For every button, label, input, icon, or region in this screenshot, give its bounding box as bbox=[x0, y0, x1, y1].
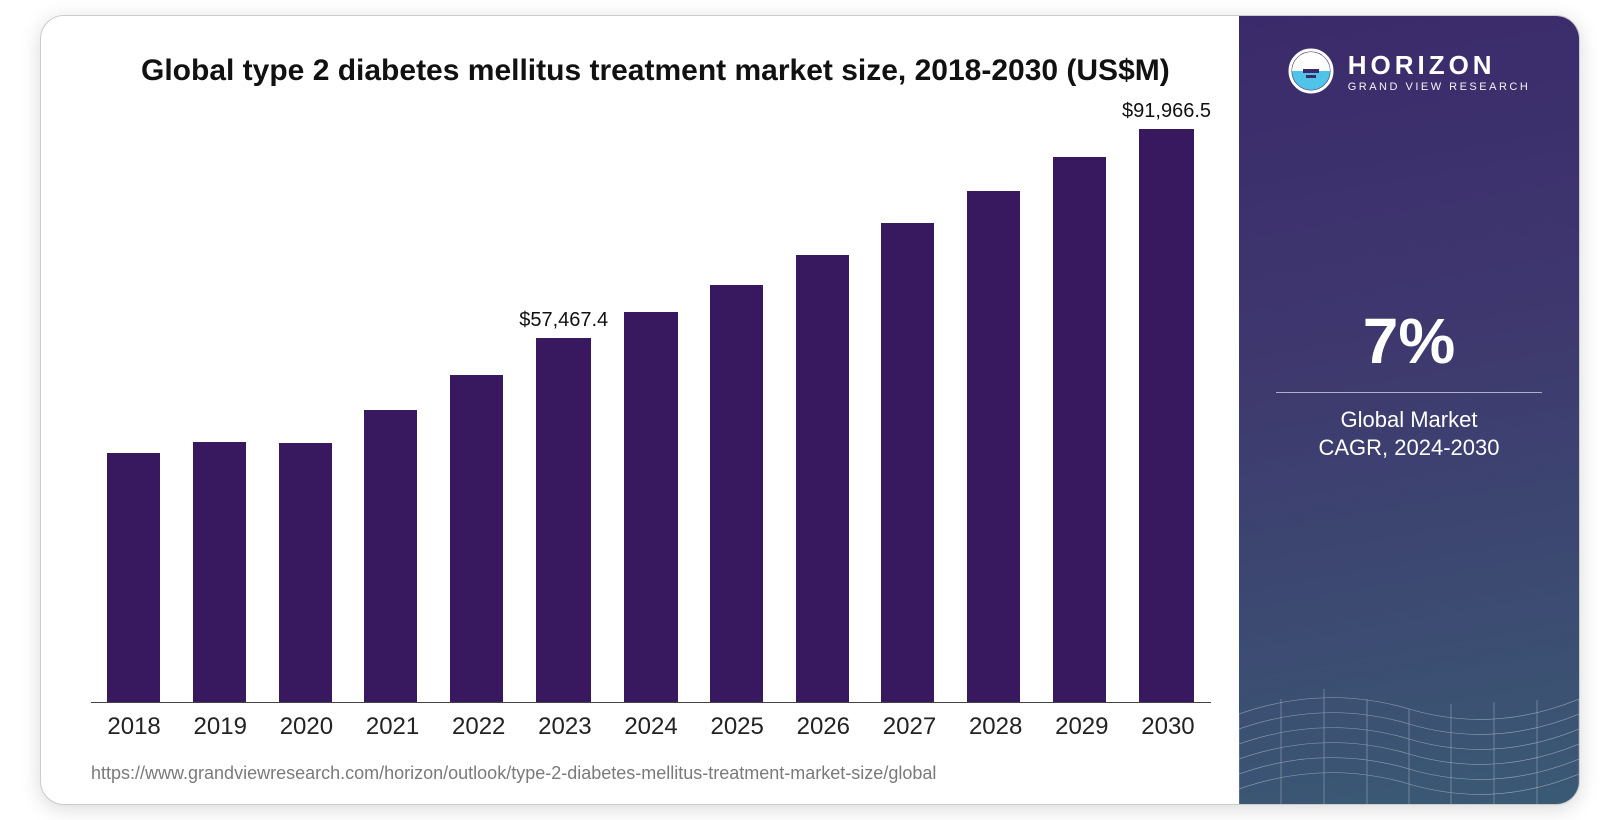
x-tick-label: 2030 bbox=[1125, 713, 1211, 741]
bar bbox=[364, 410, 417, 702]
bar-column bbox=[694, 100, 780, 703]
bar-column bbox=[608, 100, 694, 703]
bar-column bbox=[177, 100, 263, 703]
bar bbox=[710, 285, 763, 702]
brand-logo-icon bbox=[1288, 48, 1334, 94]
bar-column: $57,467.4 bbox=[519, 100, 608, 703]
cagr-block: 7% Global Market CAGR, 2024-2030 bbox=[1276, 304, 1541, 461]
cagr-label-line2: CAGR, 2024-2030 bbox=[1276, 435, 1541, 461]
x-tick-label: 2028 bbox=[953, 713, 1039, 741]
bar-column bbox=[348, 100, 434, 703]
x-tick-label: 2021 bbox=[349, 713, 435, 741]
brand-subtitle: GRAND VIEW RESEARCH bbox=[1348, 81, 1531, 93]
bar-column bbox=[779, 100, 865, 703]
cagr-value: 7% bbox=[1276, 304, 1541, 378]
x-tick-label: 2025 bbox=[694, 713, 780, 741]
mesh-decoration-icon bbox=[1239, 674, 1579, 804]
bars-container: $57,467.4 $91,966.5 bbox=[91, 100, 1211, 703]
x-tick-label: 2029 bbox=[1039, 713, 1125, 741]
bar bbox=[536, 338, 591, 702]
bar-column bbox=[865, 100, 951, 703]
plot-wrap: $57,467.4$91,966.5 201820192020202120222… bbox=[91, 100, 1211, 742]
x-tick-label: 2023 bbox=[522, 713, 608, 741]
infographic-card: Global type 2 diabetes mellitus treatmen… bbox=[40, 15, 1580, 805]
bar-column bbox=[91, 100, 177, 703]
bar bbox=[796, 255, 849, 702]
bar bbox=[1053, 157, 1106, 702]
x-axis: 2018201920202021202220232024202520262027… bbox=[91, 713, 1211, 741]
bar bbox=[193, 442, 246, 702]
x-tick-label: 2027 bbox=[866, 713, 952, 741]
chart-title: Global type 2 diabetes mellitus treatmen… bbox=[91, 52, 1211, 90]
bar-column bbox=[951, 100, 1037, 703]
brand-text: HORIZON GRAND VIEW RESEARCH bbox=[1348, 50, 1531, 93]
bar bbox=[967, 191, 1020, 702]
bar-column bbox=[262, 100, 348, 703]
source-url: https://www.grandviewresearch.com/horizo… bbox=[91, 763, 1211, 784]
side-panel: HORIZON GRAND VIEW RESEARCH 7% Global Ma… bbox=[1239, 16, 1579, 804]
x-tick-label: 2018 bbox=[91, 713, 177, 741]
bar bbox=[881, 223, 934, 702]
cagr-divider bbox=[1276, 392, 1541, 393]
bar-column bbox=[1036, 100, 1122, 703]
bar-column: $91,966.5 bbox=[1122, 100, 1211, 703]
cagr-label-line1: Global Market bbox=[1276, 407, 1541, 433]
bar-value-label: $57,467.4 bbox=[519, 309, 608, 332]
x-tick-label: 2026 bbox=[780, 713, 866, 741]
x-tick-label: 2022 bbox=[436, 713, 522, 741]
bar-column bbox=[434, 100, 520, 703]
brand-name: HORIZON bbox=[1348, 50, 1531, 81]
bar bbox=[279, 443, 332, 702]
chart-panel: Global type 2 diabetes mellitus treatmen… bbox=[41, 16, 1239, 804]
x-tick-label: 2024 bbox=[608, 713, 694, 741]
bar bbox=[107, 453, 160, 702]
bar bbox=[450, 375, 503, 702]
brand-block: HORIZON GRAND VIEW RESEARCH bbox=[1288, 48, 1531, 94]
bar-plot: $57,467.4 $91,966.5 bbox=[91, 100, 1211, 704]
x-tick-label: 2020 bbox=[263, 713, 349, 741]
bar-value-label: $91,966.5 bbox=[1122, 100, 1211, 123]
bar bbox=[624, 312, 677, 702]
bar bbox=[1139, 129, 1194, 703]
x-tick-label: 2019 bbox=[177, 713, 263, 741]
